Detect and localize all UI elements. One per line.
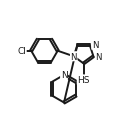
Text: N: N — [95, 52, 102, 61]
Text: Cl: Cl — [17, 47, 26, 56]
Text: HS: HS — [77, 75, 90, 84]
Text: N: N — [92, 41, 98, 50]
Text: N: N — [61, 71, 67, 80]
Text: N: N — [70, 52, 77, 61]
